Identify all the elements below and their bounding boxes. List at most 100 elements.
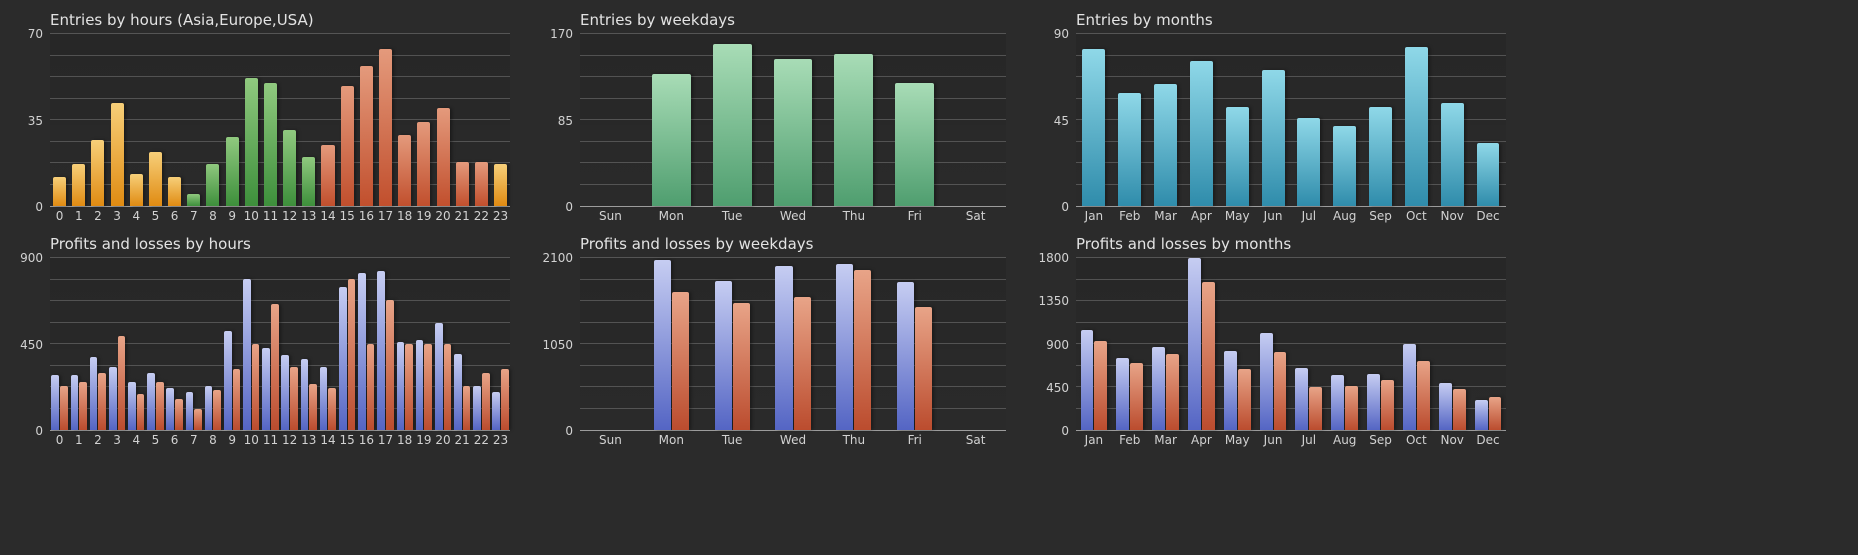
bar-group [203,258,222,430]
bar-group [88,258,107,430]
x-axis-label: Jan [1084,209,1104,223]
y-axis-tick-label: 2100 [542,251,573,265]
loss-bar [117,336,126,430]
bar-group [357,34,376,206]
profit-bar [185,391,194,430]
bar-group [69,34,88,206]
x-axis-label: Tue [721,209,743,223]
entries-bar [283,129,297,206]
x-axis-label: Mon [658,433,684,447]
bar-group [1363,258,1399,430]
x-axis-label: Dec [1476,433,1500,447]
plot-columns [580,34,1006,206]
x-axis-label: 1 [74,209,83,223]
entries-bar [1333,125,1357,206]
x-axis-label: 1 [74,433,83,447]
profit-bar [396,342,405,430]
entries-bar [474,161,488,206]
x-axis-label: Sep [1369,209,1392,223]
x-axis-label: 13 [301,433,317,447]
loss-bar [1201,281,1215,430]
profit-bar [836,263,854,430]
gridline [580,343,1006,344]
bar-group [280,258,299,430]
bar-group [88,34,107,206]
bar-group [641,34,702,206]
entries-bar [244,78,258,206]
bar-group [1255,34,1291,206]
loss-bar [1166,353,1179,430]
x-axis-label: 14 [320,433,336,447]
x-axis-label: Jun [1263,209,1283,223]
x-axis-label: 18 [397,433,413,447]
gridline [50,321,510,323]
profit-bar [204,386,213,430]
chart-body: 0 1050 2100 [538,252,1006,437]
bar-group [184,34,203,206]
x-axis-label: Sun [599,209,622,223]
bar-group [763,34,824,206]
loss-bar [915,307,933,430]
bar-group [146,34,165,206]
bar-group [1183,34,1219,206]
gridline [580,54,1006,56]
plot-area [50,257,510,431]
bar-group [491,34,510,206]
gridline [50,119,510,120]
bar-group [1219,34,1255,206]
y-axis-tick-label: 900 [20,251,43,265]
profit-bar [897,281,915,430]
loss-bar [793,297,811,430]
bar-group [108,34,127,206]
gridline [50,140,510,142]
gridline [50,162,510,163]
profit-bar [775,266,793,430]
gridline [50,76,510,77]
bar-group [472,34,491,206]
chart-title: Profits and losses by months [1076,235,1292,253]
x-axis-label: 19 [416,209,432,223]
loss-bar [1452,388,1466,430]
y-axis-tick-label: 45 [1053,113,1069,128]
y-axis-tick-label: 1800 [1038,251,1069,265]
bar-group [376,258,395,430]
x-axis-label: Fri [907,209,922,223]
entries-bar [1082,49,1106,206]
bar-group [1398,258,1434,430]
y-axis: 0 85 170 [538,28,580,213]
profit-bar [262,347,270,430]
entries-bar [895,82,935,206]
gridline [1076,183,1506,185]
profit-bar [653,259,671,430]
y-axis-tick-label: 1050 [542,337,573,352]
entries-bar [359,65,373,206]
gridline [1076,162,1506,163]
y-axis-tick-label: 450 [1046,380,1069,395]
x-axis-label: 20 [435,209,451,223]
bar-group [127,34,146,206]
gridline [1076,321,1506,323]
profit-bar [1331,374,1345,430]
x-axis-label: May [1224,433,1250,447]
plot-area [1076,257,1506,431]
entries-bar [206,164,220,206]
loss-bar [270,303,279,430]
x-axis-label: Jun [1263,433,1283,447]
plot-columns [580,258,1006,430]
bar-group [1327,34,1363,206]
x-axis-label: Wed [779,433,807,447]
profit-bar [1080,329,1094,430]
loss-bar [155,382,164,430]
loss-bar [60,386,68,430]
bar-group [184,258,203,430]
bar-group [203,34,222,206]
x-axis-label: Sep [1369,433,1392,447]
entries-bar [110,102,124,206]
profit-bar [1259,332,1273,430]
gridline [50,386,510,387]
plot-area [1076,33,1506,207]
entries-bar [436,107,450,206]
plot-columns [1076,258,1506,430]
x-axis-label: 0 [55,209,64,223]
